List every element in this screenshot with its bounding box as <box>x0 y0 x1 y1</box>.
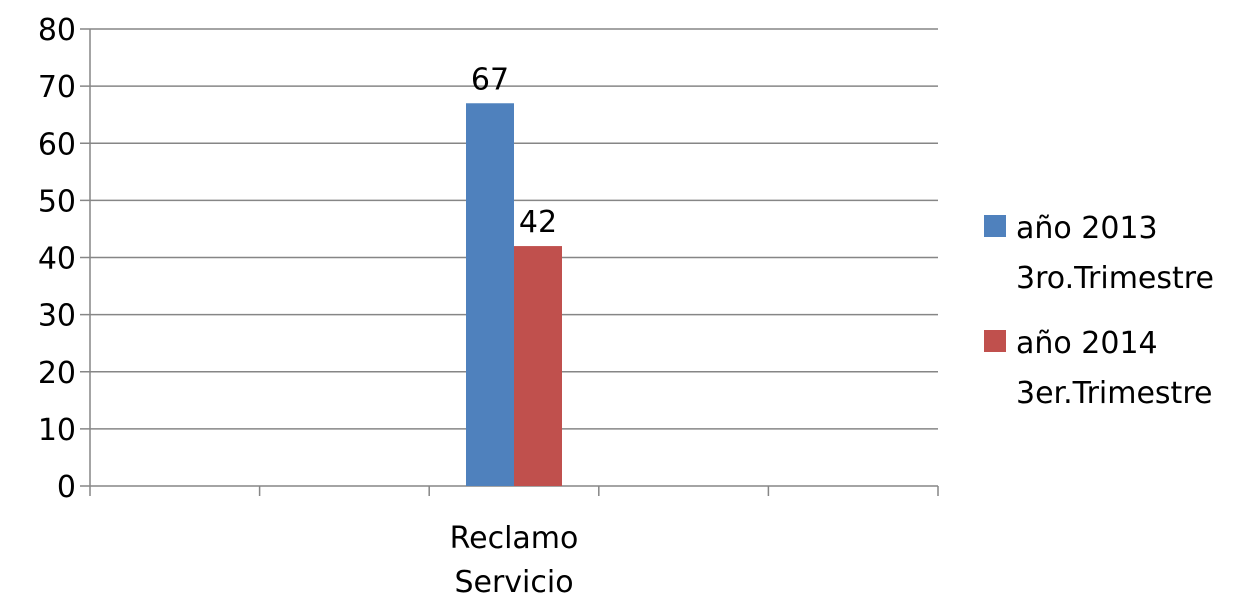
legend-swatch <box>984 215 1006 237</box>
y-tick-label: 30 <box>38 299 76 334</box>
data-label: 42 <box>519 205 557 240</box>
y-axis-ticks: 0 10 20 30 40 50 60 70 80 <box>38 13 90 505</box>
data-labels: 67 42 <box>471 62 557 240</box>
y-tick-label: 60 <box>38 127 76 162</box>
bar <box>466 103 514 486</box>
legend-label: año 2013 <box>1016 211 1158 246</box>
y-tick-label: 70 <box>38 70 76 105</box>
bars <box>466 103 562 486</box>
legend-label: 3er.Trimestre <box>1016 376 1212 411</box>
x-category-label: Servicio <box>454 565 573 600</box>
y-tick-label: 0 <box>57 470 76 505</box>
x-category-label: Reclamo <box>450 521 579 556</box>
y-tick-label: 20 <box>38 356 76 391</box>
x-axis-labels: Reclamo Servicio <box>450 521 579 600</box>
y-tick-label: 80 <box>38 13 76 48</box>
y-tick-label: 50 <box>38 184 76 219</box>
legend-label: año 2014 <box>1016 326 1158 361</box>
y-tick-label: 10 <box>38 413 76 448</box>
legend: año 2013 3ro.Trimestre año 2014 3er.Trimest… <box>984 211 1214 411</box>
legend-label: 3ro.Trimestre <box>1016 261 1214 296</box>
legend-swatch <box>984 330 1006 352</box>
data-label: 67 <box>471 62 509 97</box>
bar <box>514 246 562 486</box>
y-tick-label: 40 <box>38 242 76 277</box>
